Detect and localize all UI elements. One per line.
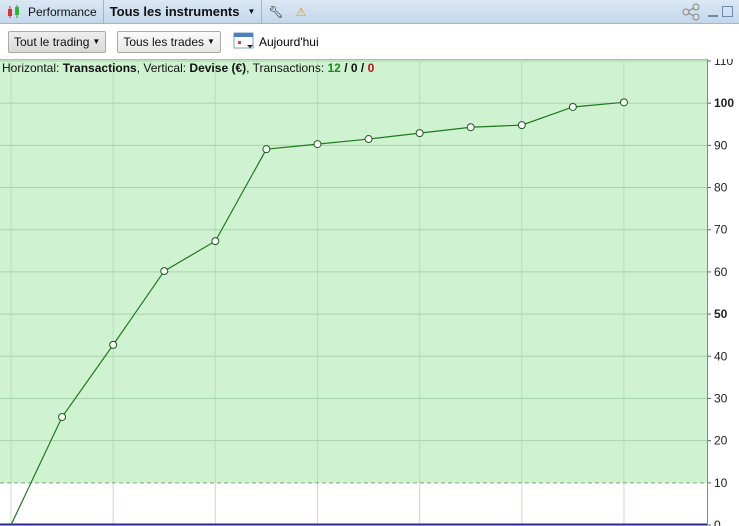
chart: 0 10 20 30 40 50 60 70 80 90 100 110 xyxy=(0,59,734,526)
vertical-value: Devise (€) xyxy=(189,61,247,75)
maximize-icon[interactable] xyxy=(722,6,733,17)
trades-filter-label: Tous les trades xyxy=(123,34,205,49)
transactions-label: , Transactions: xyxy=(246,61,328,75)
neutral-count: 0 xyxy=(350,61,358,75)
trades-filter-dropdown[interactable]: Tous les trades ▼ xyxy=(117,30,221,53)
wrench-icon[interactable]: 🔧︎ xyxy=(268,4,284,19)
separator: / xyxy=(357,61,368,75)
horizontal-label: Horizontal: xyxy=(2,61,63,75)
data-point xyxy=(58,413,67,422)
y-tick-label: 80 xyxy=(714,181,728,195)
data-point xyxy=(211,237,220,246)
y-tick-label: 100 xyxy=(714,96,734,110)
horizontal-value: Transactions xyxy=(62,61,137,75)
y-tick-label: 110 xyxy=(714,59,733,68)
data-point xyxy=(568,102,577,111)
minimize-icon[interactable] xyxy=(708,14,718,17)
performance-label: Performance xyxy=(28,4,97,19)
plot-background xyxy=(0,59,707,483)
vertical-label: , Vertical: xyxy=(136,61,190,75)
y-tick-label: 60 xyxy=(714,265,728,279)
candlestick-icon xyxy=(0,0,28,23)
data-point xyxy=(517,121,526,130)
y-tick-label: 90 xyxy=(714,138,728,152)
data-point xyxy=(313,140,322,149)
data-point xyxy=(262,145,271,154)
y-tick-label: 20 xyxy=(714,434,728,448)
y-tick-label: 30 xyxy=(714,391,728,405)
calendar-icon[interactable] xyxy=(233,30,255,53)
chevron-down-icon: ▼ xyxy=(207,37,215,46)
y-tick-label: 40 xyxy=(714,349,728,363)
chevron-down-icon: ▼ xyxy=(247,7,256,16)
data-point xyxy=(160,267,169,276)
scope-label: Tout le trading xyxy=(14,34,90,49)
losses-count: 0 xyxy=(367,61,375,75)
data-point xyxy=(619,98,628,107)
data-point xyxy=(415,129,424,138)
data-point xyxy=(109,340,118,349)
instrument-selector-label: Tous les instruments xyxy=(109,4,240,19)
data-point xyxy=(364,135,373,144)
y-tick-label: 0 xyxy=(714,518,721,526)
y-tick-label: 50 xyxy=(714,307,728,321)
title-bar: Performance Tous les instruments ▼ 🔧︎ ⚠ xyxy=(0,0,739,24)
data-point xyxy=(466,123,475,132)
share-icon[interactable] xyxy=(676,0,708,23)
warning-icon[interactable]: ⚠ xyxy=(295,4,307,19)
instrument-selector[interactable]: Tous les instruments ▼ xyxy=(104,0,262,23)
date-label[interactable]: Aujourd'hui xyxy=(258,34,319,49)
wins-count: 12 xyxy=(327,61,341,75)
separator: / xyxy=(340,61,351,75)
y-tick-label: 10 xyxy=(714,476,728,490)
chevron-down-icon: ▼ xyxy=(92,37,101,46)
scope-dropdown[interactable]: Tout le trading ▼ xyxy=(8,30,107,53)
toolbar: Tout le trading ▼ Tous les trades ▼ Aujour… xyxy=(0,24,739,59)
chart-info: Horizontal: Transactions, Vertical: Devi… xyxy=(2,61,374,75)
y-tick-label: 70 xyxy=(714,223,728,237)
